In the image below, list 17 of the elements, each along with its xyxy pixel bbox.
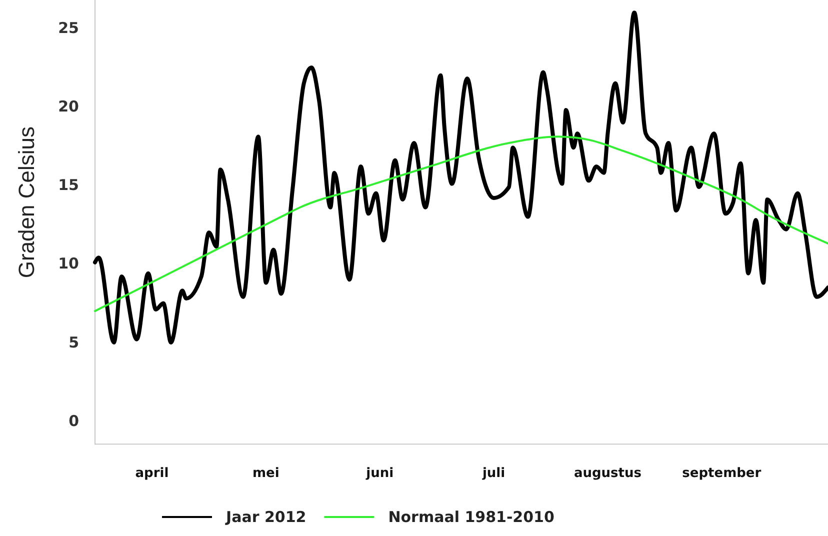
x-tick-label: mei <box>252 466 280 482</box>
y-axis-title: Graden Celsius <box>14 126 39 278</box>
y-tick-label: 5 <box>68 333 79 352</box>
x-tick-label: augustus <box>574 466 642 482</box>
x-tick-label: juli <box>481 466 506 482</box>
y-tick-label: 25 <box>58 19 79 38</box>
line-series <box>94 136 828 312</box>
x-tick-label: september <box>682 466 762 482</box>
line-series <box>93 10 828 344</box>
y-tick-label: 10 <box>58 254 79 273</box>
y-tick-label: 20 <box>58 98 79 116</box>
y-tick-label: 15 <box>58 176 79 194</box>
x-tick-label: april <box>135 466 169 482</box>
y-tick-label: 0 <box>68 412 79 430</box>
legend-label: Jaar 2012 <box>225 508 306 526</box>
x-tick-label: juni <box>365 466 394 482</box>
legend-label: Normaal 1981-2010 <box>388 508 554 526</box>
